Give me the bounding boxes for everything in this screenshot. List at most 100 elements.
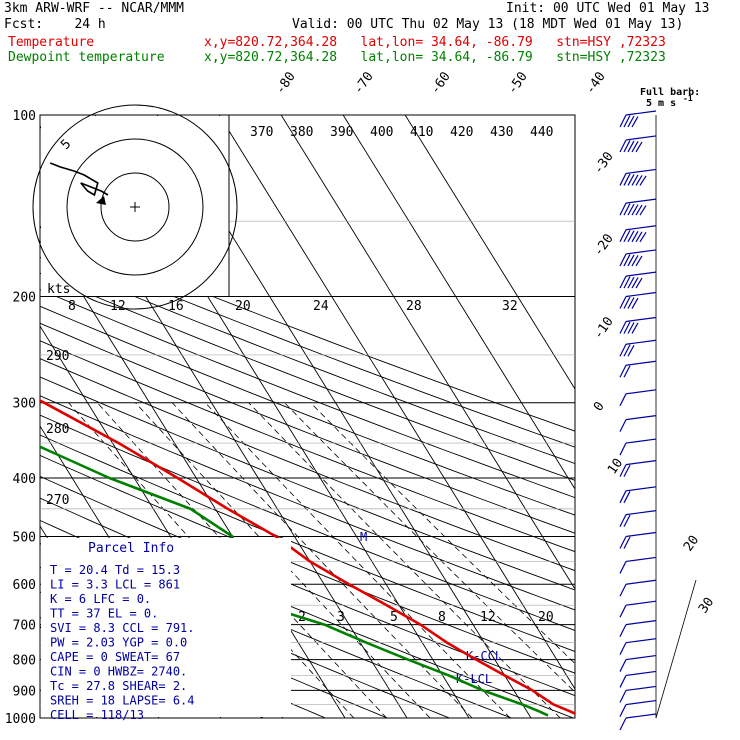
dewpoint-location: x,y=820.72,364.28 lat,lon= 34.64, -86.79… [204, 50, 666, 65]
wind-barb-flag [631, 297, 639, 309]
mixing-ratio-label: 32 [502, 299, 518, 314]
wind-barb [619, 670, 657, 688]
wind-barb-flag [623, 536, 631, 549]
temperature-legend-label: Temperature [8, 35, 95, 50]
valid-time: Valid: 00 UTC Thu 02 May 13 (18 MDT Wed … [292, 17, 684, 32]
wind-barb-flag [619, 114, 627, 128]
wind-barb [619, 531, 657, 549]
wind-barb-flag [627, 174, 635, 186]
parcel-info-row: K = 6 LFC = 0. [50, 592, 151, 606]
dry-adiabat-label: 280 [46, 422, 69, 437]
dry-adiabat-label: 380 [290, 125, 313, 140]
wind-barb-shaft [625, 579, 657, 585]
wind-barb-flag [631, 255, 639, 267]
wind-barb-flag [635, 141, 643, 153]
wind-barb-shaft [625, 638, 657, 644]
barb-key-units: 5 m s [646, 98, 676, 109]
wind-barb-flag [635, 277, 643, 289]
wind-barb-flag [631, 322, 639, 334]
wind-barb-shaft [625, 556, 657, 563]
wind-barb-shaft [625, 360, 657, 366]
wind-barb-shaft [625, 168, 657, 175]
parcel-info-title: Parcel Info [88, 541, 174, 556]
mixing-ratio-label: 16 [168, 299, 184, 314]
mixing-ratio-label: 24 [313, 299, 329, 314]
wind-barb-flag [627, 254, 635, 267]
wind-barb-flag [623, 296, 631, 309]
dry-adiabat-label: 370 [250, 125, 273, 140]
wind-barb-flag [635, 231, 643, 243]
hodograph-ring [66, 138, 204, 276]
wind-barb-flag [619, 419, 627, 432]
wind-barb-shaft [625, 713, 657, 719]
wind-barb-shaft [625, 510, 657, 516]
isotherm-label: -50 [505, 69, 531, 97]
wind-barb [619, 110, 657, 128]
wind-barb-flag [623, 344, 631, 357]
wind-barb-shaft [625, 198, 657, 204]
mixing-ratio-label: 28 [406, 299, 422, 314]
dry-adiabat-label: 290 [46, 349, 69, 364]
wind-barb-flag [623, 491, 631, 504]
wind-barb [619, 619, 657, 637]
isotherm-label: -70 [351, 69, 377, 97]
wind-barb-flag [623, 203, 631, 216]
wind-barb-flag [619, 690, 627, 703]
dewpoint-legend-label: Dewpoint temperature [8, 50, 165, 65]
wind-barb [619, 198, 657, 216]
isotherm-line [218, 115, 575, 690]
wind-barb-shaft [625, 225, 657, 231]
parcel-info-row: SVI = 8.3 CCL = 791. [50, 621, 195, 635]
wind-barb-flag [631, 204, 639, 216]
wind-barb [619, 339, 657, 357]
temperature-location: x,y=820.72,364.28 lat,lon= 34.64, -86.79… [204, 35, 666, 50]
pressure-tick-label: 1000 [5, 712, 36, 727]
pressure-tick-label: 900 [13, 684, 36, 699]
dry-adiabat-label: 400 [370, 125, 393, 140]
isotherm-label: -10 [591, 314, 617, 342]
wind-barb-shaft [625, 389, 657, 395]
wind-barb-flag [635, 255, 643, 267]
wind-barb-shaft [625, 438, 657, 444]
wind-barb-flag [619, 229, 627, 243]
isotherm-label: 20 [681, 533, 702, 554]
init-time: Init: 00 UTC Wed 01 May 13 [506, 1, 710, 16]
mixing-ratio-line [171, 402, 473, 718]
isotherm-label: -40 [583, 69, 609, 97]
wind-barb-flag [619, 173, 627, 186]
isotherm-line [342, 115, 575, 490]
wind-barb-flag [619, 604, 627, 618]
wind-barb-flag [619, 275, 627, 289]
level-marker-label: K-LCL [456, 672, 492, 686]
isotherm-label: -60 [428, 69, 454, 97]
pressure-tick-label: 500 [13, 530, 36, 545]
hodograph-units: kts [47, 282, 70, 297]
wind-barb [619, 438, 657, 456]
parcel-info-row: CIN = 0 HWBZ= 2740. [50, 665, 187, 679]
pressure-tick-label: 400 [13, 472, 36, 487]
parcel-info-row: CAPE = 0 SWEAT= 67 [50, 650, 180, 664]
isotherm-line [404, 115, 575, 390]
wind-barb [619, 460, 657, 477]
parcel-panel [41, 538, 291, 717]
wind-barb [619, 638, 657, 655]
wind-barb-flag [619, 139, 627, 153]
wind-barb-flag [623, 276, 631, 289]
wind-barb [619, 579, 657, 597]
wind-barb-shaft [625, 316, 657, 323]
barb-key-exponent: -1 [683, 94, 693, 103]
parcel-info-row: PW = 2.03 YGP = 0.0 [50, 636, 187, 650]
wind-barb-shaft [625, 654, 657, 661]
wind-barb-shaft [625, 271, 657, 277]
wind-barb-flag [639, 231, 647, 243]
wind-barb-shaft [625, 460, 657, 466]
temperature-trace [40, 399, 575, 715]
wind-barb-shaft [625, 110, 657, 116]
wind-barb-flag [623, 365, 631, 378]
wind-barb-flag [619, 536, 627, 549]
wind-barb-flag [631, 141, 639, 153]
wind-barb [619, 389, 657, 407]
mixing-ratio-label: 8 [438, 610, 446, 625]
wind-barb [619, 249, 657, 267]
wind-barb [619, 135, 657, 153]
